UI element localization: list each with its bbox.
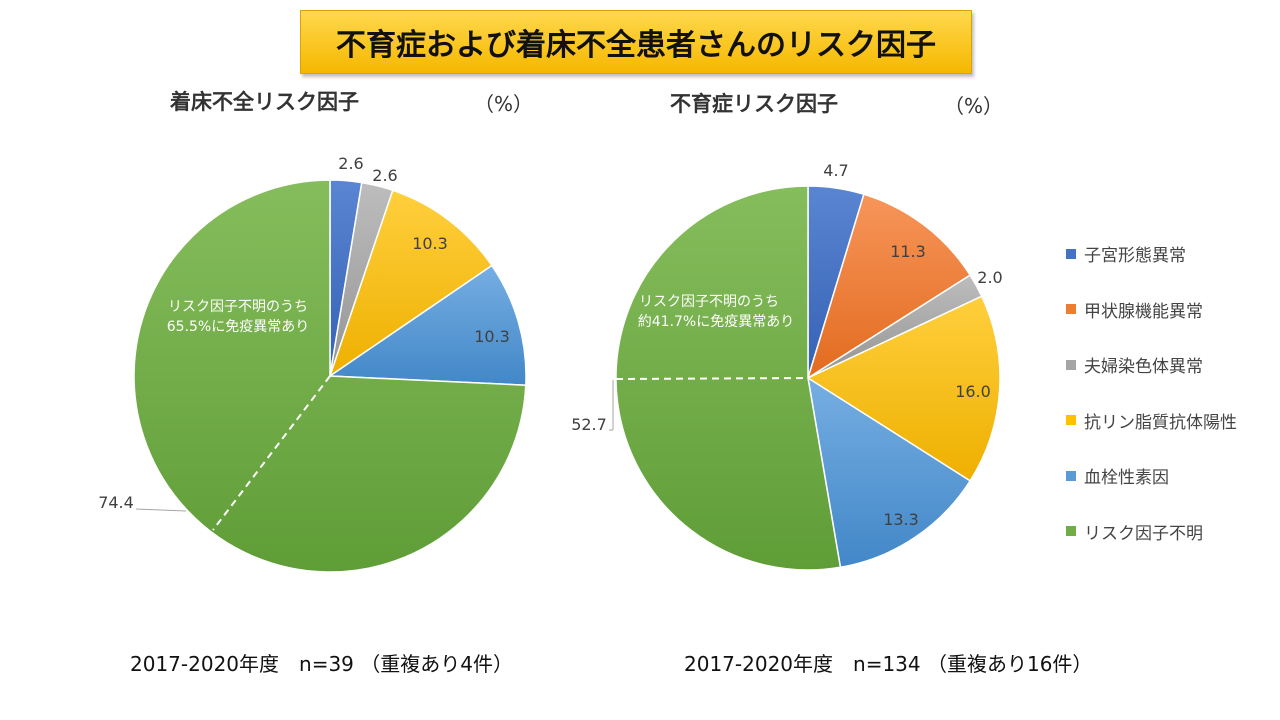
left-chart-unit: （%） [474,92,534,116]
legend-item-1: 甲状腺機能異常 [1066,282,1237,338]
legend-swatch-3 [1066,415,1076,426]
legend-swatch-0 [1066,248,1076,259]
legend-label-3: 抗リン脂質抗体陽性 [1084,412,1237,433]
legend-label-5: リスク因子不明 [1084,523,1203,544]
legend-label-0: 子宮形態異常 [1084,246,1186,267]
legend-swatch-5 [1066,526,1076,537]
right-annotation-line-2: 約41.7%に免疫異常あり [638,314,794,330]
legend-item-5: リスク因子不明 [1066,504,1237,560]
left-label-leader-line [135,508,187,512]
chart-legend: 子宮形態異常 甲状腺機能異常 夫婦染色体異常抗リン脂質抗体陽性 血栓性素因リスク因子不… [1066,226,1237,559]
legend-item-0: 子宮形態異常 [1066,226,1237,282]
right-sample-note: 2017-2020年度 n=134 （重複あり16件） [684,652,1093,676]
legend-swatch-2 [1066,359,1076,370]
left-pie-slice-3 [327,264,527,386]
right-annotation-line-1: リスク因子不明のうち [639,294,779,310]
left-chart-title: 着床不全リスク因子 [170,90,359,114]
legend-item-3: 抗リン脂質抗体陽性 [1066,393,1237,449]
left-data-label-0: 2.6 [338,154,363,173]
legend-swatch-4 [1066,470,1076,481]
right-pie-slice-1 [806,193,972,380]
legend-item-2: 夫婦染色体異常 [1066,337,1237,393]
right-data-label-1: 11.3 [890,242,926,261]
left-annotation-line-2: 65.5%に免疫異常あり [167,319,309,335]
right-data-label-2: 2.0 [977,268,1002,287]
right-data-label-0: 4.7 [823,161,848,180]
right-data-label-4: 13.3 [883,510,919,529]
left-immune-divider [212,375,331,531]
right-immune-divider [615,377,809,380]
left-annotation-line-1: リスク因子不明のうち [168,299,308,315]
legend-label-4: 血栓性素因 [1084,468,1169,489]
legend-item-4: 血栓性素因 [1066,448,1237,504]
left-data-label-3: 10.3 [474,327,510,346]
right-pie-slice-4 [806,376,972,569]
left-data-label-1: 2.6 [372,166,397,185]
right-chart-title: 不育症リスク因子 [670,92,838,116]
left-sample-note: 2017-2020年度 n=39 （重複あり4件） [130,652,513,676]
right-chart-unit: （%） [944,94,1004,118]
legend-label-2: 夫婦染色体異常 [1084,357,1203,378]
left-pie-slice-2 [328,189,493,378]
page-title: 不育症および着床不全患者さんのリスク因子 [300,10,972,74]
right-pie-slice-3 [806,295,1001,482]
legend-swatch-1 [1066,304,1076,315]
left-data-label-2: 10.3 [412,234,448,253]
left-data-label-4: 74.4 [98,493,134,512]
right-data-label-5: 52.7 [571,415,607,434]
right-data-label-3: 16.0 [955,382,991,401]
legend-label-1: 甲状腺機能異常 [1084,301,1203,322]
